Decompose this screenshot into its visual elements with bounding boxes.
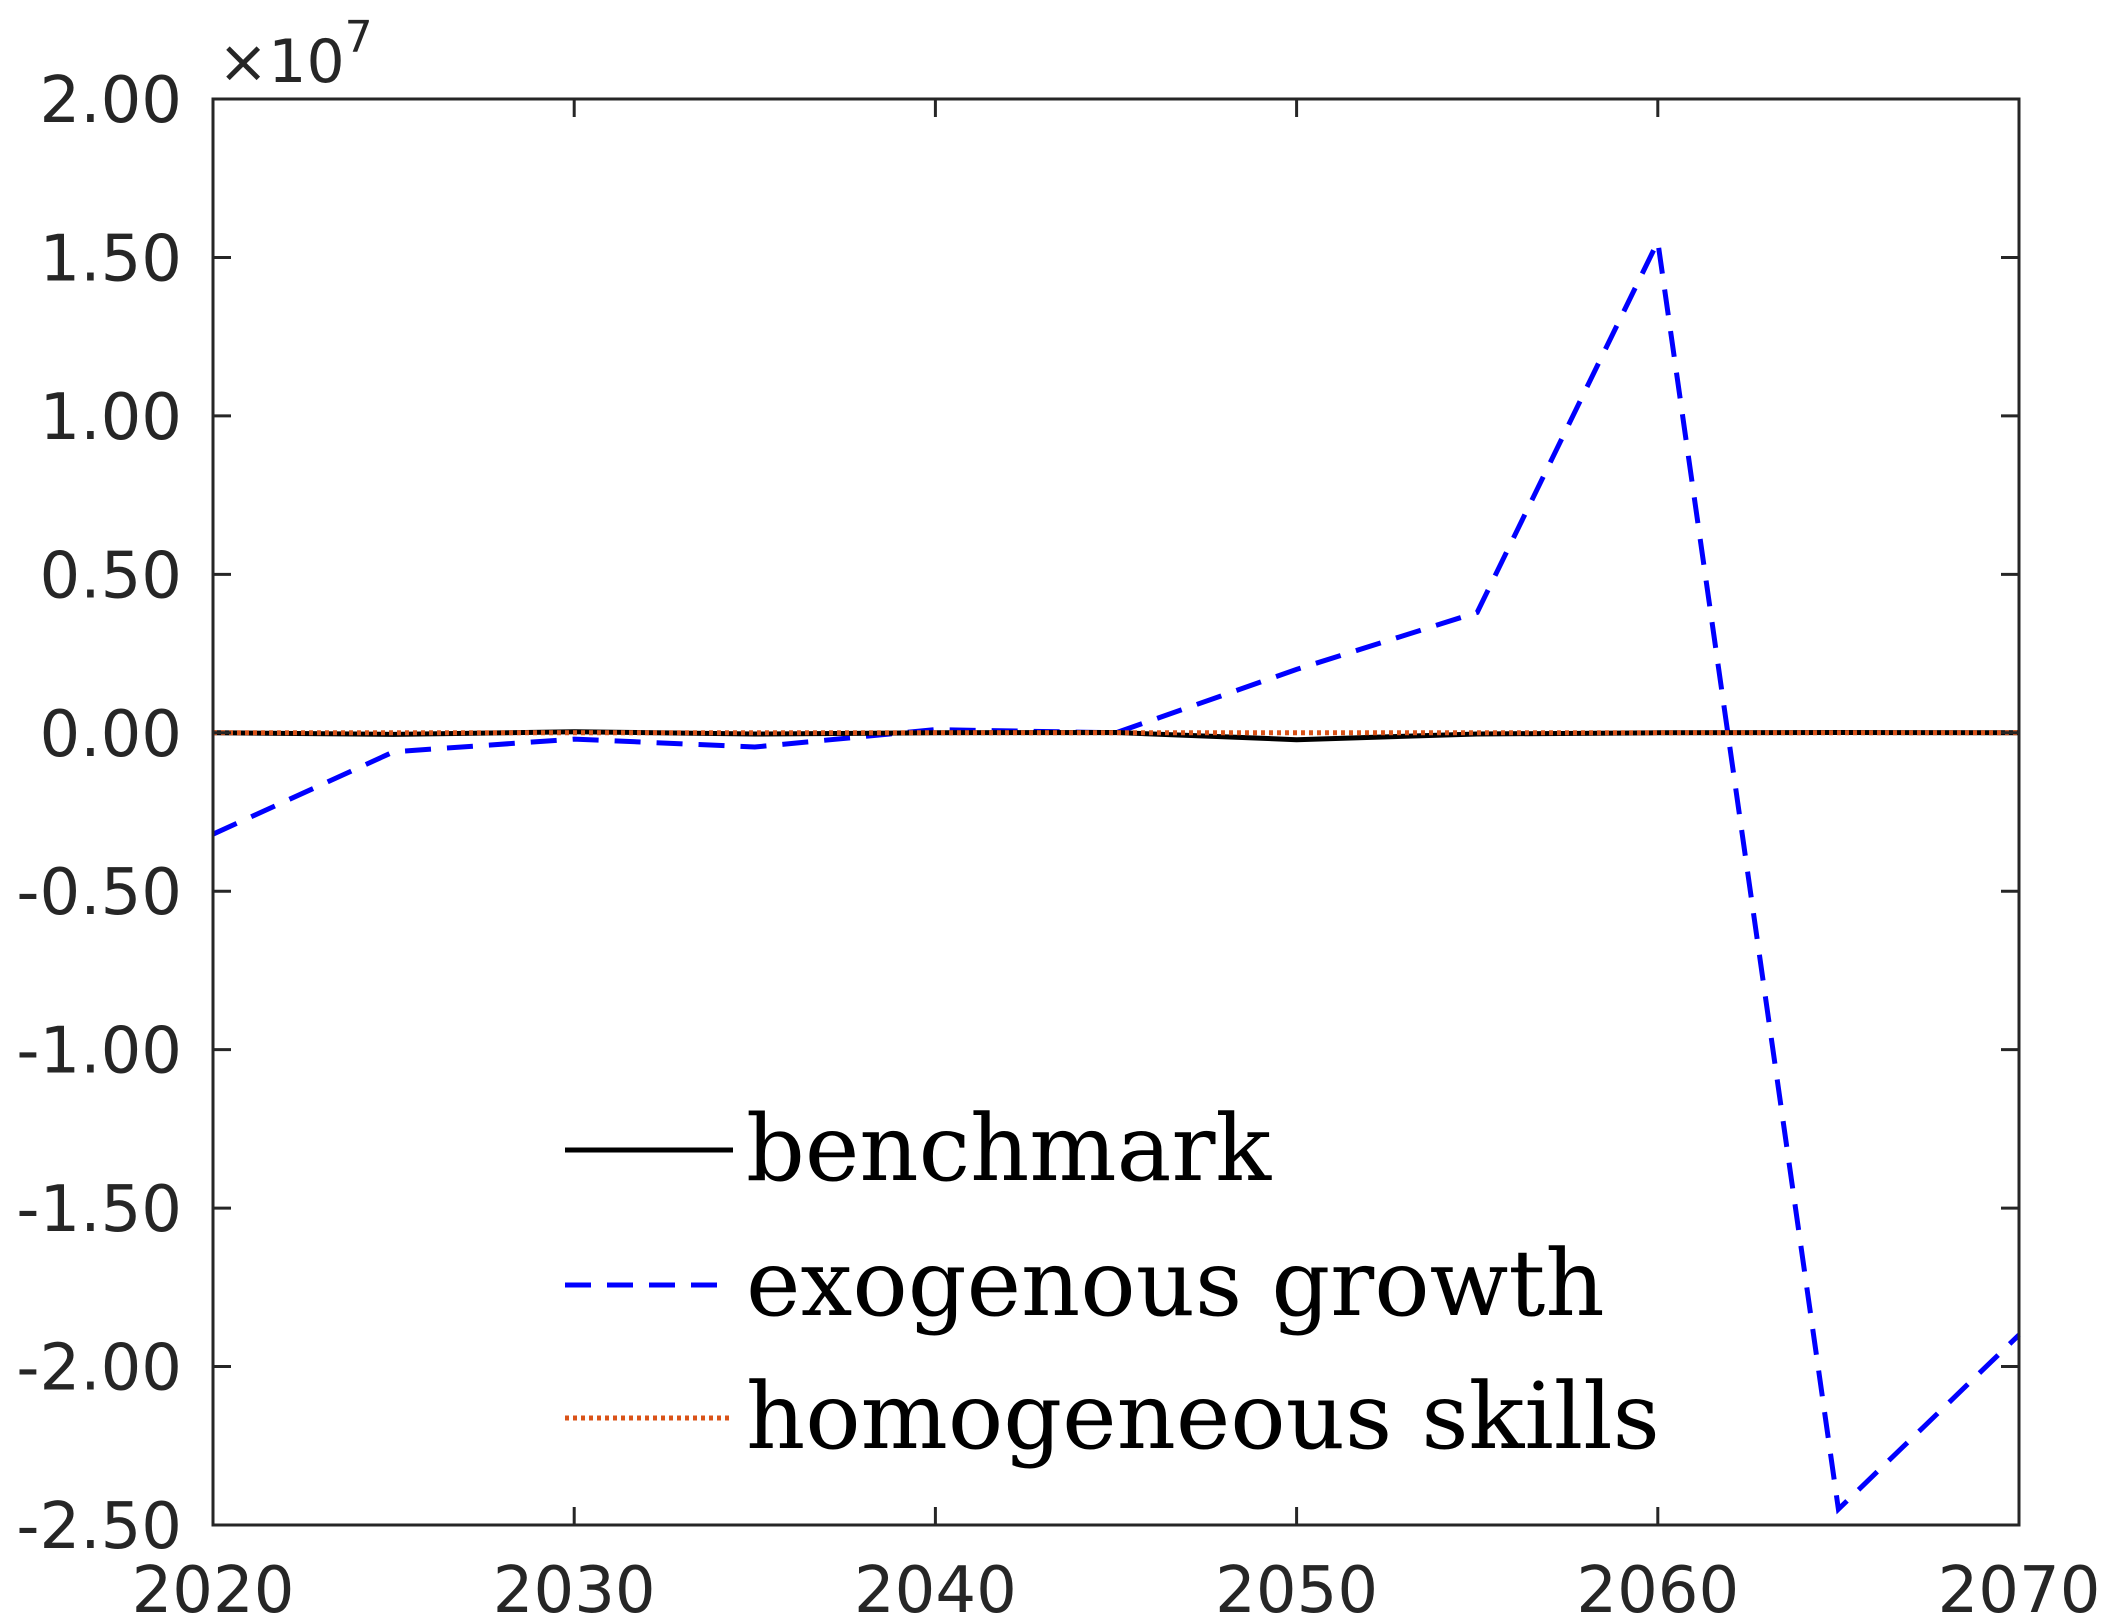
legend: benchmark exogenous growth homogeneous ski… (565, 1095, 1660, 1470)
x-tick-label: 2030 (493, 1554, 656, 1622)
x-tick-label: 2060 (1576, 1554, 1739, 1622)
y-exponent-base: ×10 (218, 27, 345, 97)
legend-label: exogenous growth (746, 1230, 1605, 1337)
y-tick-label: 1.50 (40, 222, 183, 296)
x-tick-label: 2070 (1938, 1554, 2101, 1622)
series-line-exogenous-growth (211, 233, 2021, 1515)
series-layer (211, 233, 2021, 1515)
y-tick-label: -1.50 (16, 1173, 182, 1247)
y-tick-label: -1.00 (16, 1015, 182, 1089)
y-tick-labels: 2.00 1.50 1.00 0.50 0.00 -0.50 -1.00 -1.50 -2.00… (16, 64, 182, 1564)
y-tick-label: 0.00 (40, 698, 183, 772)
x-tick-label: 2040 (854, 1554, 1017, 1622)
y-tick-label: -0.50 (16, 856, 182, 930)
x-tick-label: 2050 (1215, 1554, 1378, 1622)
y-exponent-power: 7 (345, 12, 373, 63)
plot-frame (211, 97, 2021, 1527)
y-exponent-label: ×107 (218, 12, 373, 97)
x-tick-label: 2020 (132, 1554, 295, 1622)
legend-label: benchmark (746, 1095, 1272, 1202)
x-tick-labels: 2020 2030 2040 2050 2060 2070 (132, 1554, 2101, 1622)
y-tick-label: 2.00 (40, 64, 183, 138)
y-tick-label: 0.50 (40, 539, 183, 613)
y-tick-label: 1.00 (40, 381, 183, 455)
ticks-layer (211, 97, 2021, 1527)
y-tick-label: -2.00 (16, 1332, 182, 1406)
y-tick-label: -2.50 (16, 1490, 182, 1564)
legend-label: homogeneous skills (746, 1363, 1660, 1470)
